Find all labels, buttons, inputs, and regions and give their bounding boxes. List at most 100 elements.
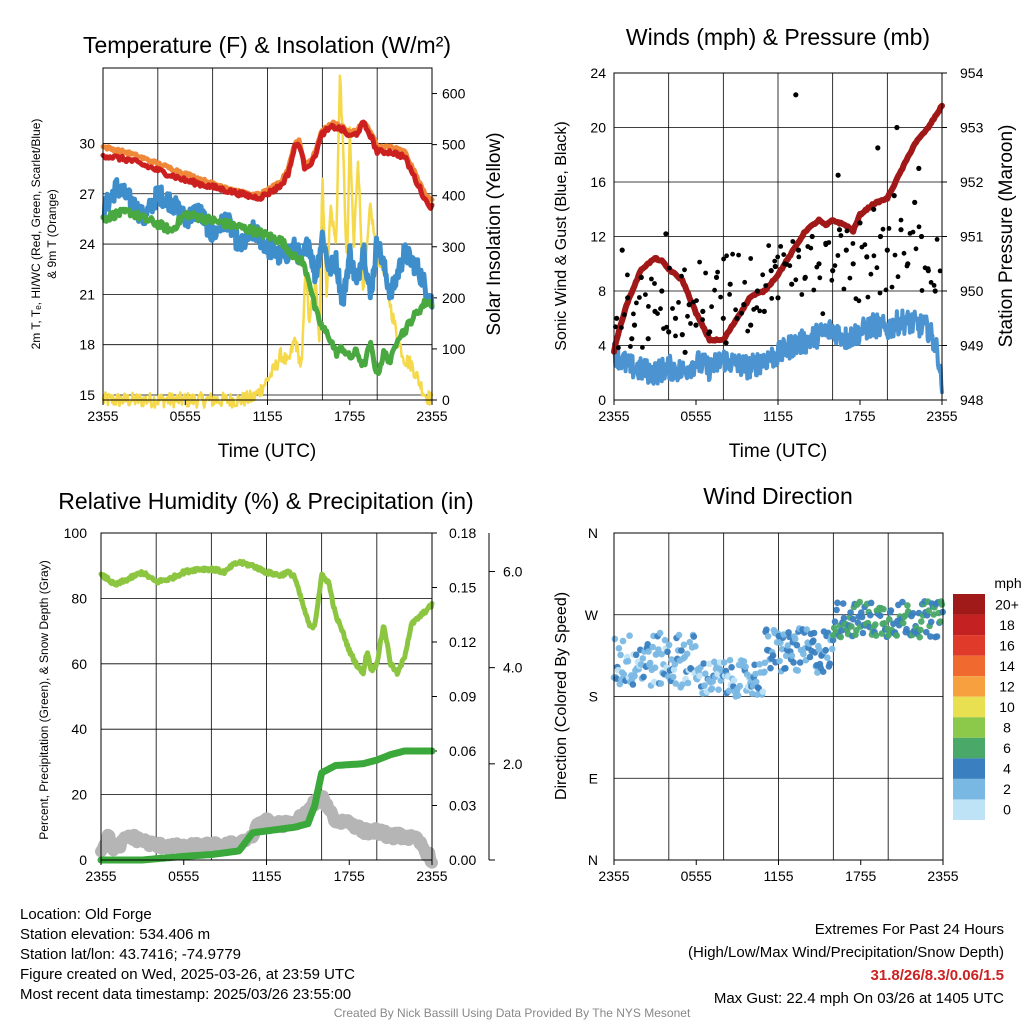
gust-point: [625, 295, 631, 301]
direction-point: [909, 610, 917, 617]
gust-point: [789, 281, 795, 287]
direction-point: [617, 651, 624, 659]
direction-point: [730, 677, 738, 684]
direction-point: [810, 629, 818, 637]
colorbar-swatch: [953, 635, 985, 656]
direction-point: [664, 648, 671, 656]
gust-point: [706, 331, 711, 337]
direction-point: [761, 659, 769, 667]
wind-xtick-label: 1755: [844, 408, 875, 424]
gust-point: [787, 263, 793, 269]
rh-ylabel-left: Percent, Precipitation (Green), & Snow D…: [37, 560, 51, 839]
precip-tick-label: 0.15: [449, 580, 476, 596]
gust-point: [835, 253, 841, 258]
gust-point: [686, 302, 692, 308]
direction-point: [872, 632, 880, 639]
gust-point: [883, 287, 889, 293]
gust-point: [768, 268, 774, 274]
temp-ylabel-left-line1: 2m T, Tₑ, HI/WC (Red, Green, Scarlet/Blu…: [29, 119, 43, 350]
wind-title: Winds (mph) & Pressure (mb): [626, 24, 930, 50]
gust-point: [820, 311, 826, 317]
temp-xtick-label: 2355: [416, 408, 447, 424]
gust-point: [646, 304, 651, 309]
direction-point: [678, 647, 685, 654]
wind-ytick-right-label: 949: [960, 338, 984, 354]
gust-point: [838, 233, 844, 238]
temp-ytick-right-label: 0: [442, 392, 450, 408]
direction-point: [702, 670, 709, 677]
gust-point: [811, 287, 817, 293]
direction-point: [794, 667, 801, 674]
gust-point: [672, 315, 679, 321]
gust-point: [808, 245, 814, 251]
gust-point: [637, 295, 642, 300]
gust-point: [913, 246, 919, 252]
gust-point: [799, 292, 805, 297]
gust-point: [925, 266, 931, 271]
gust-point: [884, 247, 890, 253]
gust-point: [721, 256, 726, 262]
direction-point: [784, 642, 792, 649]
snow-tick-label: 6.0: [503, 563, 523, 579]
gust-point: [763, 283, 769, 288]
wind-ytick-label: 20: [590, 120, 606, 136]
wind-ytick-right-label: 951: [960, 229, 984, 245]
extremes-info: Extremes For Past 24 Hours (High/Low/Max…: [688, 918, 1004, 1010]
direction-point: [620, 671, 628, 678]
temp-ytick-label: 27: [79, 186, 95, 202]
direction-point: [810, 637, 817, 644]
colorbar-label: 4: [1003, 761, 1011, 777]
gust-point: [841, 286, 847, 292]
gust-point: [628, 344, 633, 349]
gust-point: [802, 276, 808, 281]
gust-point: [931, 283, 937, 288]
wind-xlabel: Time (UTC): [729, 441, 828, 462]
gust-point: [826, 240, 832, 245]
colorbar-swatch: [953, 696, 985, 718]
gust-point: [932, 288, 938, 294]
gust-point: [619, 325, 624, 330]
temp-ylabel-left-line2: & 9m T (Orange): [45, 189, 59, 279]
direction-point: [824, 654, 831, 661]
gust-point: [850, 241, 856, 246]
precip-tick-label: 0.12: [449, 634, 476, 650]
direction-point: [645, 648, 652, 655]
gust-point: [894, 124, 900, 131]
direction-point: [759, 688, 767, 695]
gust-point: [844, 228, 850, 234]
direction-point: [933, 633, 941, 640]
colorbar-swatch: [953, 799, 985, 820]
wind-ytick-right-label: 950: [960, 283, 984, 299]
colorbar-label: 20+: [995, 596, 1019, 612]
gust-point: [937, 268, 943, 274]
direction-point: [655, 646, 662, 653]
gust-point: [700, 317, 705, 323]
gust-point: [638, 274, 644, 280]
created-text: Figure created on Wed, 2025-03-26, at 23…: [20, 966, 355, 983]
colorbar-swatch: [953, 655, 985, 677]
gust-point: [809, 233, 815, 240]
gust-point: [761, 308, 767, 314]
direction-point: [790, 659, 797, 666]
direction-point: [899, 619, 907, 627]
direction-point: [656, 629, 664, 637]
temp-ytick-label: 24: [79, 236, 95, 252]
direction-point: [925, 607, 932, 614]
direction-point: [849, 615, 857, 623]
direction-point: [837, 633, 844, 641]
wind-ytick-right-label: 952: [960, 174, 984, 190]
temp-xlabel: Time (UTC): [218, 441, 317, 462]
direction-point: [764, 633, 772, 640]
gust-point: [748, 322, 754, 328]
dir-ytick-label: E: [589, 770, 598, 786]
direction-point: [876, 612, 884, 619]
gust-point: [871, 206, 877, 212]
gust-point: [700, 308, 706, 314]
direction-point: [826, 660, 834, 667]
rh-ytick-label: 20: [71, 787, 87, 803]
precip-tick-label: 0.00: [449, 852, 476, 868]
direction-point: [822, 646, 829, 654]
direction-point: [726, 656, 734, 664]
gust-point: [667, 265, 672, 271]
